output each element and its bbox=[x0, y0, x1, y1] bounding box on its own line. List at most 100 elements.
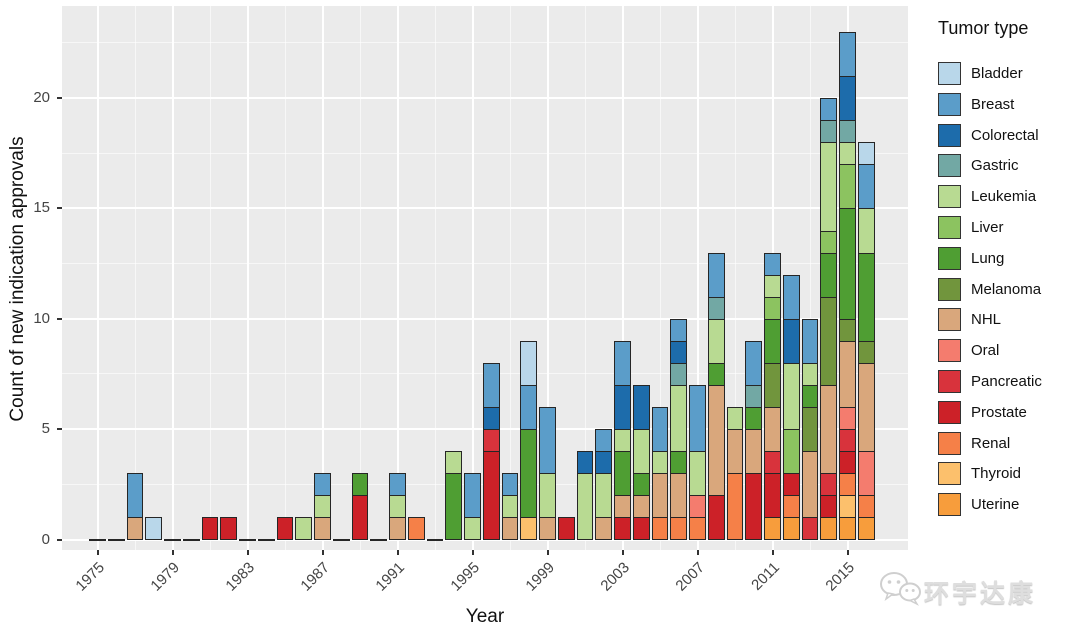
bar-segment-2011-Lung bbox=[764, 318, 781, 364]
x-axis-title: Year bbox=[465, 606, 505, 627]
bar-segment-2004-Colorectal bbox=[632, 385, 650, 431]
bar-segment-2011-Breast bbox=[764, 252, 781, 276]
bar-segment-2003-NHL bbox=[614, 495, 631, 519]
bar-segment-1995-Leukemia bbox=[464, 517, 481, 541]
bar-segment-2015-NHL bbox=[839, 340, 856, 409]
bar-segment-2014-Prostate bbox=[820, 495, 838, 519]
bar-segment-2016-Lung bbox=[857, 252, 875, 342]
legend-swatch-pancreatic bbox=[938, 370, 961, 393]
plot-panel bbox=[62, 6, 908, 550]
y-tickmark bbox=[57, 317, 62, 320]
y-tick-label: 0 bbox=[41, 530, 50, 548]
bar-segment-2006-Renal bbox=[670, 517, 688, 541]
bar-segment-2001-Colorectal bbox=[576, 451, 594, 475]
x-tickmark bbox=[246, 550, 249, 555]
y-tick-label: 20 bbox=[33, 89, 50, 107]
bar-segment-2004-Leukemia bbox=[632, 429, 650, 475]
x-tickmark bbox=[321, 550, 324, 555]
bar-segment-2013-Melanoma bbox=[801, 407, 819, 453]
bar-segment-2012-Liver bbox=[782, 429, 800, 475]
y-major-gridline bbox=[62, 97, 908, 100]
x-minor-gridline bbox=[509, 6, 511, 550]
x-minor-gridline bbox=[434, 6, 436, 550]
bar-segment-2014-Breast bbox=[820, 98, 838, 122]
bar-zero-1990 bbox=[370, 538, 388, 541]
bar-segment-2014-Liver bbox=[820, 230, 838, 254]
bar-segment-1991-Leukemia bbox=[389, 495, 406, 519]
bar-segment-2009-Leukemia bbox=[726, 407, 744, 431]
bar-segment-2012-Renal bbox=[782, 495, 800, 519]
bar-segment-2014-Melanoma bbox=[820, 296, 838, 386]
legend-swatch-oral bbox=[938, 339, 961, 363]
bar-segment-2006-NHL bbox=[670, 473, 688, 519]
bar-segment-1996-Pancreatic bbox=[482, 429, 500, 453]
bar-segment-1991-Breast bbox=[389, 473, 406, 497]
bar-segment-2014-NHL bbox=[820, 385, 838, 475]
bar-segment-2010-Lung bbox=[745, 407, 763, 431]
bar-segment-2016-Melanoma bbox=[857, 340, 875, 364]
bar-segment-2004-Prostate bbox=[632, 517, 650, 541]
bar-segment-2004-NHL bbox=[632, 495, 650, 519]
bar-segment-1986-Leukemia bbox=[295, 517, 313, 541]
y-tickmark bbox=[57, 428, 62, 431]
bar-segment-2006-Gastric bbox=[670, 362, 688, 386]
x-tickmark bbox=[171, 550, 174, 555]
legend-item-label: Bladder bbox=[971, 65, 1023, 82]
bar-segment-1987-NHL bbox=[314, 517, 331, 541]
y-major-gridline bbox=[62, 207, 908, 210]
bar-segment-1995-Breast bbox=[464, 473, 481, 519]
x-tick-label: 2011 bbox=[747, 559, 783, 594]
legend-item-label: Lung bbox=[971, 249, 1005, 267]
legend-swatch-breast bbox=[938, 92, 961, 116]
bar-segment-2009-Renal bbox=[726, 473, 744, 541]
x-minor-gridline bbox=[284, 6, 286, 550]
x-minor-gridline bbox=[584, 6, 586, 550]
bar-segment-2013-Leukemia bbox=[801, 362, 819, 386]
bar-segment-2005-NHL bbox=[651, 473, 669, 519]
bar-segment-2015-Liver bbox=[839, 164, 856, 210]
bar-segment-1992-Renal bbox=[407, 517, 425, 541]
bar-segment-2011-NHL bbox=[764, 407, 781, 453]
x-major-gridline bbox=[696, 6, 699, 550]
y-minor-gridline bbox=[62, 42, 908, 44]
legend-item-label: Liver bbox=[971, 219, 1004, 236]
bar-zero-1993 bbox=[426, 538, 444, 541]
bar-segment-2008-Gastric bbox=[707, 296, 725, 320]
bar-segment-1997-Leukemia bbox=[501, 495, 519, 519]
bar-segment-1997-NHL bbox=[501, 517, 519, 541]
bar-segment-2005-Renal bbox=[651, 517, 669, 541]
bar-zero-1976 bbox=[107, 538, 125, 541]
watermark: 环宇达康 bbox=[878, 568, 1078, 612]
bar-segment-2015-Uterine bbox=[839, 517, 856, 541]
legend-swatch-thyroid bbox=[938, 462, 961, 486]
bar-segment-2016-Breast bbox=[857, 164, 875, 210]
x-minor-gridline bbox=[359, 6, 361, 550]
legend-item-label: Oral bbox=[971, 342, 1000, 360]
bar-segment-2007-Leukemia bbox=[689, 451, 706, 497]
bar-segment-2015-Prostate bbox=[839, 451, 856, 475]
y-axis-title: Count of new indication approvals bbox=[7, 136, 28, 422]
bar-segment-2003-Leukemia bbox=[614, 429, 631, 453]
legend-swatch-renal bbox=[938, 431, 961, 455]
legend: Tumor type Bladder Breast Colorectal Gastri… bbox=[936, 18, 1080, 517]
y-minor-gridline bbox=[62, 152, 908, 154]
legend-swatch-gastric bbox=[938, 154, 961, 178]
bar-segment-2015-Lung bbox=[839, 208, 856, 320]
y-major-gridline bbox=[62, 317, 908, 320]
x-tickmark bbox=[396, 550, 399, 555]
bar-segment-2014-Gastric bbox=[820, 120, 838, 144]
bar-segment-1994-Leukemia bbox=[445, 451, 463, 475]
legend-item-label: Thyroid bbox=[971, 465, 1022, 483]
bar-segment-2011-Uterine bbox=[764, 517, 781, 541]
bar-segment-2009-NHL bbox=[726, 429, 744, 475]
bar-segment-2002-Leukemia bbox=[595, 473, 613, 519]
x-major-gridline bbox=[396, 6, 399, 550]
bar-segment-2003-Breast bbox=[614, 340, 631, 386]
bar-segment-1991-NHL bbox=[389, 517, 406, 541]
x-minor-gridline bbox=[734, 6, 736, 550]
bar-segment-1999-Breast bbox=[539, 407, 556, 475]
bar-segment-2016-Renal bbox=[857, 495, 875, 519]
bar-segment-2015-Breast bbox=[839, 31, 856, 77]
legend-swatch-nhl bbox=[938, 308, 961, 332]
